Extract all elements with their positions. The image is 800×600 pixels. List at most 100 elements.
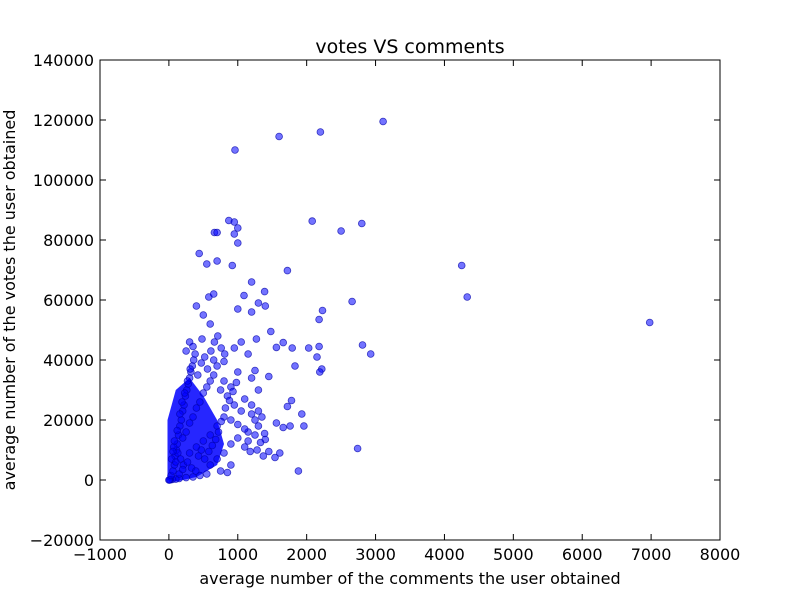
x-axis-label: average number of the comments the user … bbox=[199, 569, 620, 588]
scatter-point bbox=[297, 410, 306, 418]
scatter-point bbox=[186, 365, 195, 373]
scatter-point bbox=[275, 132, 283, 141]
scatter-point bbox=[173, 426, 182, 435]
y-axis-label: average number of the votes the user obt… bbox=[0, 110, 19, 491]
x-tick-label: −1000 bbox=[73, 545, 127, 564]
scatter-point bbox=[194, 452, 203, 460]
scatter-point bbox=[230, 230, 239, 238]
scatter-point bbox=[221, 404, 230, 412]
scatter-point bbox=[366, 350, 375, 358]
scatter-point bbox=[178, 465, 187, 474]
scatter-point bbox=[192, 302, 201, 310]
scatter-point bbox=[318, 306, 327, 315]
scatter-point bbox=[183, 458, 192, 466]
scatter-point bbox=[183, 377, 192, 385]
scatter-point bbox=[234, 224, 242, 232]
scatter-point bbox=[203, 365, 212, 373]
scatter-point bbox=[283, 402, 292, 411]
x-tick-label: 8000 bbox=[700, 545, 741, 564]
scatter-point bbox=[258, 413, 266, 421]
scatter-point bbox=[358, 341, 367, 349]
scatter-point bbox=[234, 434, 242, 442]
scatter-point bbox=[463, 293, 472, 301]
scatter-point bbox=[247, 374, 256, 382]
scatter-point bbox=[240, 443, 249, 451]
x-tick-label: 2000 bbox=[286, 545, 327, 564]
scatter-point bbox=[259, 452, 268, 460]
scatter-point bbox=[353, 444, 362, 453]
scatter-point bbox=[246, 447, 255, 456]
scatter-point bbox=[213, 455, 221, 463]
scatter-point bbox=[271, 453, 279, 462]
scatter-point bbox=[214, 428, 223, 436]
scatter-point bbox=[264, 372, 273, 381]
scatter-point bbox=[220, 350, 229, 358]
y-tick-label: 80000 bbox=[43, 231, 94, 250]
scatter-point bbox=[213, 228, 221, 237]
scatter-point bbox=[209, 290, 218, 298]
scatter-point bbox=[240, 395, 249, 403]
scatter-point bbox=[217, 417, 226, 426]
scatter-point bbox=[315, 342, 323, 351]
scatter-point bbox=[234, 305, 242, 313]
x-tick-label: 7000 bbox=[631, 545, 672, 564]
scatter-point bbox=[279, 423, 288, 432]
scatter-point bbox=[225, 396, 234, 405]
scatter-point bbox=[254, 407, 263, 415]
scatter-point bbox=[209, 356, 218, 364]
scatter-point bbox=[286, 422, 294, 430]
scatter-point bbox=[194, 371, 202, 379]
scatter-point bbox=[288, 344, 297, 352]
scatter-point bbox=[237, 407, 246, 415]
y-tick-label: 0 bbox=[84, 471, 94, 490]
scatter-point bbox=[209, 371, 218, 379]
y-tick-label: 60000 bbox=[43, 291, 94, 310]
scatter-point bbox=[180, 389, 189, 397]
scatter-point bbox=[228, 261, 237, 270]
scatter-point bbox=[230, 401, 239, 409]
scatter-point bbox=[308, 217, 317, 225]
scatter-point bbox=[291, 362, 299, 370]
scatter-point bbox=[227, 416, 235, 424]
y-tick-label: 40000 bbox=[43, 351, 94, 370]
scatter-point bbox=[220, 377, 228, 385]
scatter-point bbox=[213, 362, 221, 370]
scatter-point bbox=[240, 291, 248, 300]
scatter-point bbox=[185, 449, 194, 457]
scatter-point bbox=[313, 353, 321, 361]
scatter-point bbox=[210, 338, 219, 346]
scatter-point bbox=[316, 128, 325, 136]
scatter-point bbox=[216, 386, 225, 394]
scatter-point bbox=[170, 437, 179, 445]
scatter-point bbox=[192, 467, 200, 475]
scatter-point bbox=[203, 383, 211, 391]
scatter-point bbox=[294, 467, 303, 475]
scatter-point bbox=[196, 398, 204, 406]
scatter-point bbox=[205, 447, 213, 456]
scatter-point bbox=[231, 146, 239, 154]
scatter-point bbox=[247, 410, 256, 418]
scatter-point bbox=[214, 332, 222, 340]
scatter-point bbox=[234, 239, 242, 247]
x-tick-label: 5000 bbox=[493, 545, 534, 564]
y-tick-label: 20000 bbox=[43, 411, 94, 430]
scatter-point bbox=[457, 261, 466, 270]
scatter-point bbox=[199, 437, 208, 445]
scatter-point bbox=[337, 227, 345, 235]
scatter-point bbox=[275, 449, 284, 457]
scatter-point bbox=[172, 458, 180, 466]
scatter-point bbox=[237, 338, 246, 346]
y-tick-label: 100000 bbox=[33, 171, 94, 190]
scatter-point bbox=[185, 419, 194, 427]
scatter-point bbox=[223, 468, 232, 477]
scatter-point bbox=[279, 338, 288, 347]
scatter-point bbox=[232, 378, 241, 387]
y-tick-label: 120000 bbox=[33, 111, 94, 130]
scatter-point bbox=[261, 302, 270, 310]
scatter-points bbox=[165, 117, 654, 484]
scatter-point bbox=[379, 117, 387, 126]
scatter-point bbox=[211, 435, 220, 444]
scatter-point bbox=[206, 377, 215, 385]
scatter-point bbox=[206, 431, 215, 439]
scatter-point bbox=[260, 287, 269, 296]
